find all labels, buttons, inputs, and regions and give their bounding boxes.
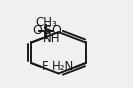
Text: H₂N: H₂N bbox=[52, 60, 74, 73]
Text: O: O bbox=[51, 24, 61, 37]
Text: F: F bbox=[42, 60, 48, 73]
Text: S: S bbox=[42, 24, 51, 37]
Text: O: O bbox=[32, 24, 42, 37]
Text: CH₃: CH₃ bbox=[35, 16, 57, 29]
Text: NH: NH bbox=[43, 32, 60, 45]
